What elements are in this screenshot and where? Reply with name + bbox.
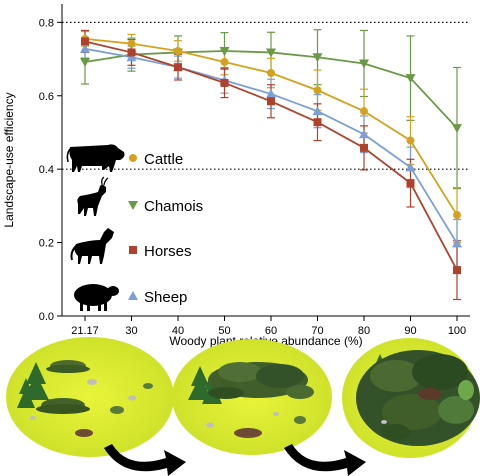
chamois-data-point xyxy=(266,48,276,58)
y-tick-label: 0.2 xyxy=(39,238,54,250)
x-ticks: 21.17 30 40 50 60 70 80 90 100 xyxy=(71,316,466,337)
transition-arrow-icon xyxy=(284,444,366,476)
horses-data-point xyxy=(127,48,136,57)
chamois-data-point xyxy=(405,74,416,84)
chamois-data-point xyxy=(359,59,369,69)
chamois-silhouette-icon xyxy=(77,176,109,216)
chamois-legend-marker xyxy=(128,201,138,210)
horses-data-point xyxy=(313,118,322,127)
horses-data-point xyxy=(406,179,415,188)
cattle-data-point xyxy=(127,39,136,48)
sheep-data-point xyxy=(80,43,90,53)
horses-data-point xyxy=(220,78,229,87)
cattle-data-point xyxy=(267,69,275,78)
y-tick-label: 0.0 xyxy=(39,311,54,323)
horses-data-point xyxy=(174,63,182,72)
horses-data-point xyxy=(453,266,461,275)
x-tick-label: 40 xyxy=(172,325,184,337)
series-markers xyxy=(80,34,462,275)
y-tick-label: 0.6 xyxy=(39,91,54,103)
sheep-data-point xyxy=(126,52,137,62)
x-tick-label: 21.17 xyxy=(71,325,99,337)
sheep-data-point xyxy=(452,238,462,248)
legend-items: Cattle Chamois Horses Sheep xyxy=(128,151,203,306)
horses-legend-label: Horses xyxy=(144,243,192,260)
illustration xyxy=(6,337,480,476)
transition-arrow-icon xyxy=(104,444,186,476)
landscape-high-woody-icon xyxy=(342,338,480,458)
y-ticks: 0.0 0.2 0.4 0.6 0.8 xyxy=(39,17,62,323)
chamois-legend-label: Chamois xyxy=(144,198,203,215)
x-tick-label: 60 xyxy=(265,325,277,337)
sheep-data-point xyxy=(266,88,276,98)
cattle-legend-label: Cattle xyxy=(144,151,183,168)
axes xyxy=(61,4,470,317)
cattle-data-point xyxy=(360,107,368,116)
legend: Cattle Chamois Horses Sheep xyxy=(66,144,203,311)
cattle-data-point xyxy=(220,57,229,66)
cattle-data-point xyxy=(313,86,322,95)
cow-silhouette-icon xyxy=(66,144,125,172)
chamois-data-point xyxy=(452,124,462,134)
cattle-data-point xyxy=(453,211,461,220)
x-tick-label: 50 xyxy=(218,325,230,337)
x-tick-label: 100 xyxy=(448,325,466,337)
x-tick-label: 80 xyxy=(358,325,370,337)
line-chart: 0.00.20.40.60.8 21.17 30 40 50 60 70 80 90 100 W… xyxy=(2,4,470,348)
horses-legend-marker xyxy=(129,246,137,254)
chamois-data-point xyxy=(312,53,323,63)
horses-data-point xyxy=(267,97,275,106)
horses-data-point xyxy=(360,143,368,152)
cattle-data-point xyxy=(406,136,415,145)
y-tick-label: 0.8 xyxy=(39,17,54,29)
landscape-medium-woody-icon xyxy=(172,339,332,455)
sheep-data-point xyxy=(359,129,369,139)
sheep-legend-label: Sheep xyxy=(144,289,187,306)
horse-silhouette-icon xyxy=(70,228,114,264)
chamois-data-point xyxy=(80,57,90,67)
sheep-data-point xyxy=(312,106,323,116)
reference-lines xyxy=(62,21,470,170)
cattle-data-point xyxy=(174,46,182,55)
y-tick-label: 0.4 xyxy=(39,164,54,176)
x-tick-label: 70 xyxy=(311,325,323,337)
cattle-legend-marker xyxy=(129,154,137,162)
sheep-data-point xyxy=(405,162,416,172)
horses-data-point xyxy=(81,37,89,46)
x-tick-label: 30 xyxy=(125,325,137,337)
y-axis-title: Landscape-use efficiency xyxy=(2,92,16,227)
landscape-low-woody-icon xyxy=(6,337,174,457)
chamois-data-point xyxy=(219,46,230,56)
sheep-legend-marker xyxy=(128,291,138,300)
x-tick-label: 90 xyxy=(404,325,416,337)
sheep-silhouette-icon xyxy=(74,284,119,311)
